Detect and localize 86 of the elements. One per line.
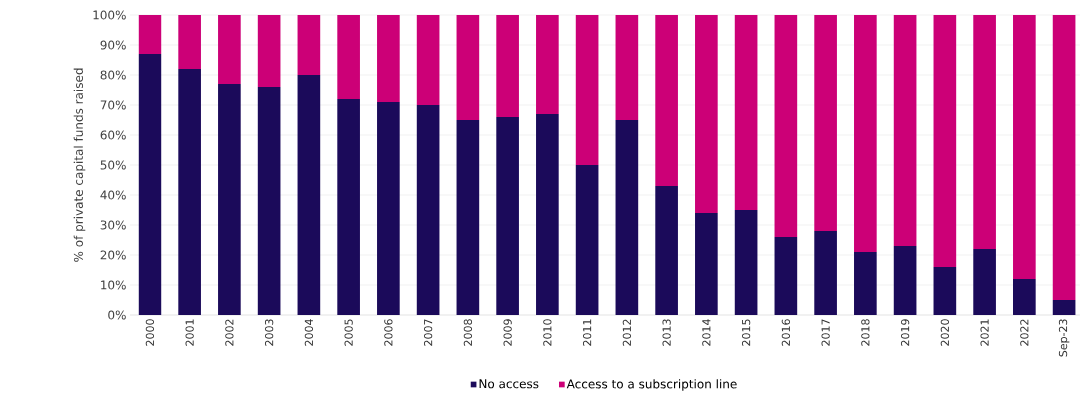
bar xyxy=(854,14,877,252)
x-tick-label: 2010 xyxy=(543,319,552,346)
bar xyxy=(138,14,162,54)
bar xyxy=(1052,14,1076,300)
y-tick-label: 50% xyxy=(100,160,126,170)
bar xyxy=(337,14,360,99)
bar xyxy=(695,14,718,213)
x-tick-label: 2022 xyxy=(1020,319,1029,346)
bar xyxy=(933,14,957,267)
bar xyxy=(178,14,201,69)
bar xyxy=(575,14,599,165)
x-tick-label: 2021 xyxy=(980,319,989,346)
bar xyxy=(615,119,639,315)
bar xyxy=(774,14,798,237)
bar xyxy=(456,119,480,315)
x-tick-label: 2014 xyxy=(702,319,711,346)
x-tick-label: 2001 xyxy=(185,319,194,346)
bar xyxy=(854,251,877,315)
x-tick-label: 2002 xyxy=(225,319,234,346)
bar xyxy=(178,68,201,315)
y-tick-label: 10% xyxy=(101,280,126,290)
x-tick-label: Sep-23 xyxy=(1058,319,1070,357)
x-tick-label: 2012 xyxy=(622,319,632,346)
bar xyxy=(257,86,281,315)
x-tick-label: 2016 xyxy=(781,319,791,346)
x-tick-label: 2000 xyxy=(145,319,155,346)
x-tick-label: 2015 xyxy=(741,319,751,346)
bar xyxy=(933,266,957,315)
bar xyxy=(416,104,440,315)
y-tick-label: 70% xyxy=(100,100,126,110)
x-tick-label: 2008 xyxy=(463,319,473,346)
x-tick-label: 2017 xyxy=(821,319,830,346)
legend-label: No access xyxy=(479,379,539,389)
x-tick-label: 2005 xyxy=(344,319,353,346)
bar xyxy=(337,98,360,315)
bar xyxy=(297,74,321,315)
bar xyxy=(893,14,917,246)
bar xyxy=(973,248,996,315)
bar xyxy=(496,14,519,117)
bar xyxy=(377,14,400,102)
bar xyxy=(814,230,837,315)
bar xyxy=(218,83,241,315)
bar xyxy=(496,116,519,315)
x-tick-label: 2011 xyxy=(582,319,592,346)
y-tick-label: 60% xyxy=(100,130,126,140)
bar xyxy=(615,14,639,120)
x-tick-label: 2020 xyxy=(940,319,950,346)
bar xyxy=(1013,278,1036,315)
x-tick-label: 2018 xyxy=(861,319,870,346)
x-tick-label: 2006 xyxy=(384,319,393,346)
x-tick-label: 2009 xyxy=(503,319,512,346)
bar xyxy=(1052,299,1076,315)
y-tick-label: 80% xyxy=(100,70,126,80)
bar xyxy=(695,212,718,315)
bar xyxy=(138,53,162,315)
x-tick-label: 2004 xyxy=(304,319,314,346)
y-tick-label: 100% xyxy=(93,10,126,20)
bar xyxy=(1013,14,1036,279)
bar xyxy=(893,245,917,315)
y-tick-label: 40% xyxy=(100,190,126,200)
bar xyxy=(655,185,678,315)
y-axis-title: % of private capital funds raised xyxy=(73,68,86,262)
x-tick-label: 2003 xyxy=(264,319,274,346)
y-tick-label: 90% xyxy=(100,40,126,50)
x-tick-label: 2013 xyxy=(662,319,671,346)
bar xyxy=(416,14,440,105)
y-tick-label: 0% xyxy=(108,310,126,320)
x-tick-label: 2007 xyxy=(423,319,433,346)
bar xyxy=(536,113,559,315)
y-tick-label: 20% xyxy=(100,250,126,260)
bar xyxy=(297,14,321,75)
x-tick-label: 2019 xyxy=(900,319,910,346)
y-tick-label: 30% xyxy=(100,220,126,230)
bar xyxy=(973,14,996,249)
legend-label: Access to a subscription line xyxy=(566,379,737,391)
bar xyxy=(814,14,837,231)
bar xyxy=(734,14,758,210)
bar xyxy=(536,14,559,114)
bar xyxy=(575,164,599,315)
bar xyxy=(456,14,480,120)
bar xyxy=(734,209,758,315)
bar xyxy=(655,14,678,186)
bar xyxy=(257,14,281,87)
bar xyxy=(218,14,241,84)
bar xyxy=(377,101,400,315)
bar xyxy=(774,236,798,315)
